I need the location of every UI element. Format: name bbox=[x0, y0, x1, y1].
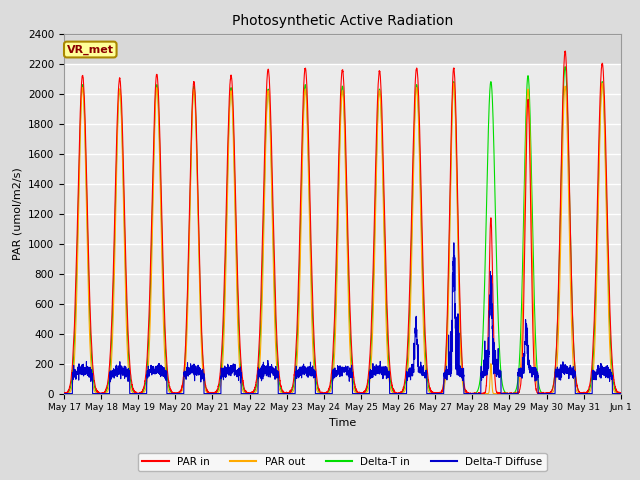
PAR out bbox=[506, 391, 513, 396]
Legend: PAR in, PAR out, Delta-T in, Delta-T Diffuse: PAR in, PAR out, Delta-T in, Delta-T Dif… bbox=[138, 453, 547, 471]
PAR in bbox=[561, 48, 569, 54]
PAR out bbox=[160, 338, 168, 344]
PAR out bbox=[617, 391, 625, 396]
PAR in bbox=[616, 390, 624, 396]
Delta-T Diffuse bbox=[160, 370, 168, 376]
Bar bbox=[64, 63, 621, 394]
PAR in bbox=[60, 391, 68, 396]
Delta-T Diffuse bbox=[499, 391, 507, 396]
Line: PAR out: PAR out bbox=[64, 83, 621, 394]
Text: VR_met: VR_met bbox=[67, 44, 114, 55]
PAR out bbox=[322, 391, 330, 396]
PAR out bbox=[499, 391, 506, 396]
Line: PAR in: PAR in bbox=[64, 51, 621, 394]
Delta-T in bbox=[561, 64, 569, 70]
X-axis label: Time: Time bbox=[329, 418, 356, 428]
Delta-T in bbox=[468, 391, 476, 396]
PAR in bbox=[436, 390, 444, 396]
Bar bbox=[64, 34, 621, 63]
Delta-T in bbox=[467, 391, 475, 396]
PAR out bbox=[598, 80, 606, 86]
PAR in bbox=[160, 296, 168, 302]
Line: Delta-T Diffuse: Delta-T Diffuse bbox=[64, 243, 621, 394]
Delta-T Diffuse bbox=[60, 391, 68, 396]
PAR out bbox=[616, 391, 624, 396]
PAR out bbox=[436, 391, 444, 396]
Delta-T in bbox=[499, 384, 507, 390]
PAR in bbox=[322, 390, 330, 396]
PAR in bbox=[617, 390, 625, 396]
Delta-T in bbox=[322, 391, 330, 396]
Delta-T Diffuse bbox=[450, 240, 458, 246]
PAR out bbox=[467, 391, 475, 396]
Delta-T Diffuse bbox=[617, 391, 625, 396]
Delta-T in bbox=[160, 314, 168, 320]
Y-axis label: PAR (umol/m2/s): PAR (umol/m2/s) bbox=[12, 167, 22, 260]
Delta-T Diffuse bbox=[467, 391, 475, 396]
Delta-T in bbox=[436, 390, 444, 396]
Delta-T Diffuse bbox=[616, 391, 624, 396]
PAR out bbox=[60, 391, 68, 396]
Line: Delta-T in: Delta-T in bbox=[64, 67, 621, 394]
Title: Photosynthetic Active Radiation: Photosynthetic Active Radiation bbox=[232, 14, 453, 28]
Delta-T in bbox=[617, 391, 625, 396]
Delta-T in bbox=[616, 391, 624, 396]
PAR in bbox=[467, 390, 475, 396]
PAR in bbox=[499, 391, 506, 396]
Delta-T in bbox=[60, 391, 68, 396]
Delta-T Diffuse bbox=[322, 391, 330, 396]
Delta-T Diffuse bbox=[436, 391, 444, 396]
